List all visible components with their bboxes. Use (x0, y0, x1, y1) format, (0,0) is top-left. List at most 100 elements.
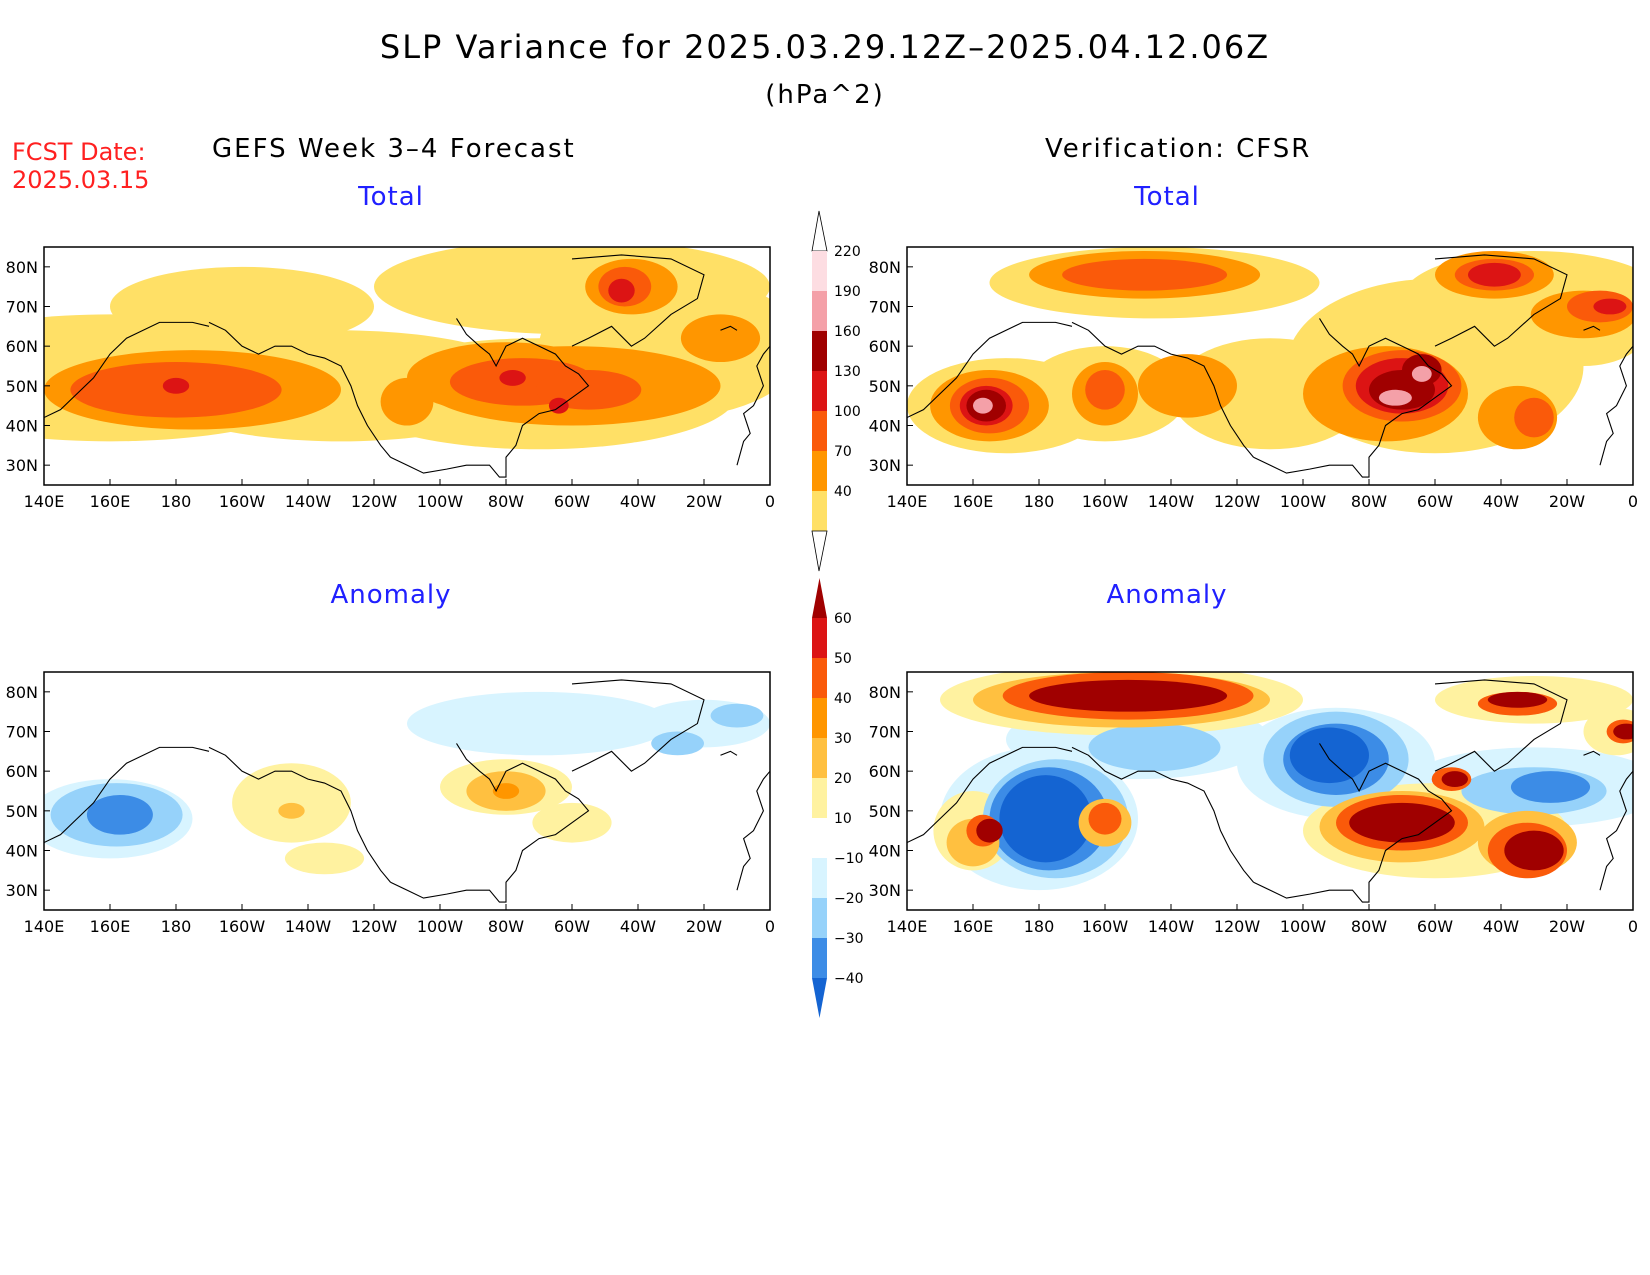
contour-fill (374, 247, 770, 335)
lat-tick-label: 80N (6, 258, 38, 277)
colorbar-total: 220 190 160 130 100 70 40 (811, 210, 861, 572)
contour-fill (380, 377, 434, 426)
contour-fill (1504, 830, 1564, 871)
colorbar-tip (811, 210, 828, 252)
lon-tick-label: 160W (219, 917, 266, 936)
contour-fill (1138, 354, 1237, 418)
lon-tick-label: 20W (1549, 492, 1585, 511)
contour-fill (608, 278, 635, 303)
colorbar-label: 70 (834, 444, 852, 460)
contour-fill (1441, 771, 1469, 788)
colorbar-label: 10 (834, 811, 852, 827)
lon-tick-label: 20W (686, 917, 722, 936)
colorbar-label: 20 (834, 771, 852, 787)
contour-fill (548, 397, 569, 414)
contour-fill (1510, 771, 1591, 803)
contour-fill (1487, 691, 1548, 708)
colorbar-swatch (812, 658, 827, 698)
coastline (208, 746, 391, 883)
lon-tick-label: 120W (351, 917, 398, 936)
map-forecast-anomaly: 80N 70N 60N 50N 40N 30N 140E 160E 180 160W 140W 120… (6, 671, 775, 936)
coastline (1071, 321, 1254, 458)
map-frame (906, 671, 1634, 911)
colorbar-swatch (812, 978, 827, 1018)
lon-tick-label: 140W (1148, 917, 1195, 936)
contour-fill-group (44, 672, 770, 910)
lon-tick-label: 140E (24, 917, 65, 936)
contour-fill (284, 842, 365, 875)
colorbar-swatch (812, 411, 827, 451)
lon-tick-label: 100W (1280, 917, 1327, 936)
lon-tick-label: 140E (24, 492, 65, 511)
coastline (720, 325, 738, 331)
lat-tick-label: 70N (6, 723, 38, 742)
contour-fill (710, 703, 764, 728)
coastline (1583, 750, 1601, 756)
lon-tick-label: 140E (887, 917, 928, 936)
lat-tick-label: 30N (6, 881, 38, 900)
fcst-date-label: FCST Date: 2025.03.15 (12, 138, 149, 194)
coastline (1434, 254, 1568, 347)
verification-column-heading: Verification: CFSR (1045, 134, 1312, 164)
panel-title-verification-total: Total (1134, 182, 1200, 212)
lon-tick-label: 160W (1082, 917, 1129, 936)
lon-tick-label: 20W (686, 492, 722, 511)
coastline (1583, 325, 1601, 331)
colorbar-swatch (812, 491, 827, 531)
lon-tick-label: 0 (765, 917, 775, 936)
main-title: SLP Variance for 2025.03.29.12Z–2025.04.… (379, 28, 1271, 66)
contour-fill (976, 818, 1003, 843)
coastline (571, 254, 705, 347)
lon-tick-label: 100W (417, 917, 464, 936)
colorbar-tip (811, 530, 828, 572)
lon-tick-label: 140W (1148, 492, 1195, 511)
lon-tick-label: 20W (1549, 917, 1585, 936)
colorbar-anomaly: 60 50 40 30 20 10 −10 −20 −30 −40 (812, 578, 864, 1018)
lon-tick-label: 40W (620, 492, 656, 511)
colorbar-label: 100 (834, 404, 861, 420)
lon-tick-label: 40W (620, 917, 656, 936)
lon-tick-label: 80W (1351, 492, 1387, 511)
lon-tick-label: 160E (953, 917, 994, 936)
lon-tick-label: 160E (953, 492, 994, 511)
coastline (44, 321, 210, 419)
coastline (390, 318, 590, 478)
contour-fill (499, 369, 526, 386)
coastline (1599, 770, 1633, 891)
lat-tick-label: 30N (6, 456, 38, 475)
lat-tick-label: 70N (869, 723, 901, 742)
lon-tick-label: 0 (1628, 492, 1638, 511)
lat-tick-label: 60N (6, 762, 38, 781)
contour-fill-group (44, 247, 770, 485)
lat-tick-label: 30N (869, 456, 901, 475)
colorbar-swatch (812, 738, 827, 778)
lon-tick-label: 160W (219, 492, 266, 511)
contour-fill (1349, 802, 1455, 843)
colorbar-swatch (812, 291, 827, 331)
colorbar-label: 130 (834, 364, 861, 380)
lon-tick-label: 0 (765, 492, 775, 511)
coastline (1253, 743, 1453, 903)
lat-tick-label: 70N (6, 298, 38, 317)
lat-tick-label: 80N (6, 683, 38, 702)
colorbar-swatch (812, 251, 827, 291)
coastline (736, 345, 770, 466)
contour-fill (1468, 262, 1521, 287)
lat-tick-label: 50N (869, 802, 901, 821)
colorbar-swatch (812, 371, 827, 411)
lon-tick-label: 40W (1483, 492, 1519, 511)
lat-tick-label: 80N (869, 683, 901, 702)
colorbar-label: 40 (834, 484, 852, 500)
coastline (1599, 345, 1633, 466)
colorbar-swatch (812, 331, 827, 371)
panel-title-forecast-anomaly: Anomaly (330, 580, 452, 610)
contour-fill (407, 691, 671, 756)
colorbar-swatch (812, 451, 827, 491)
contour-fill (1289, 727, 1369, 784)
lon-tick-label: 120W (1214, 492, 1261, 511)
colorbar-label: 220 (834, 244, 861, 260)
contour-fill (1029, 679, 1228, 712)
colorbar-swatch (812, 578, 827, 618)
colorbar-label: 50 (834, 651, 852, 667)
contour-fill (162, 377, 190, 394)
